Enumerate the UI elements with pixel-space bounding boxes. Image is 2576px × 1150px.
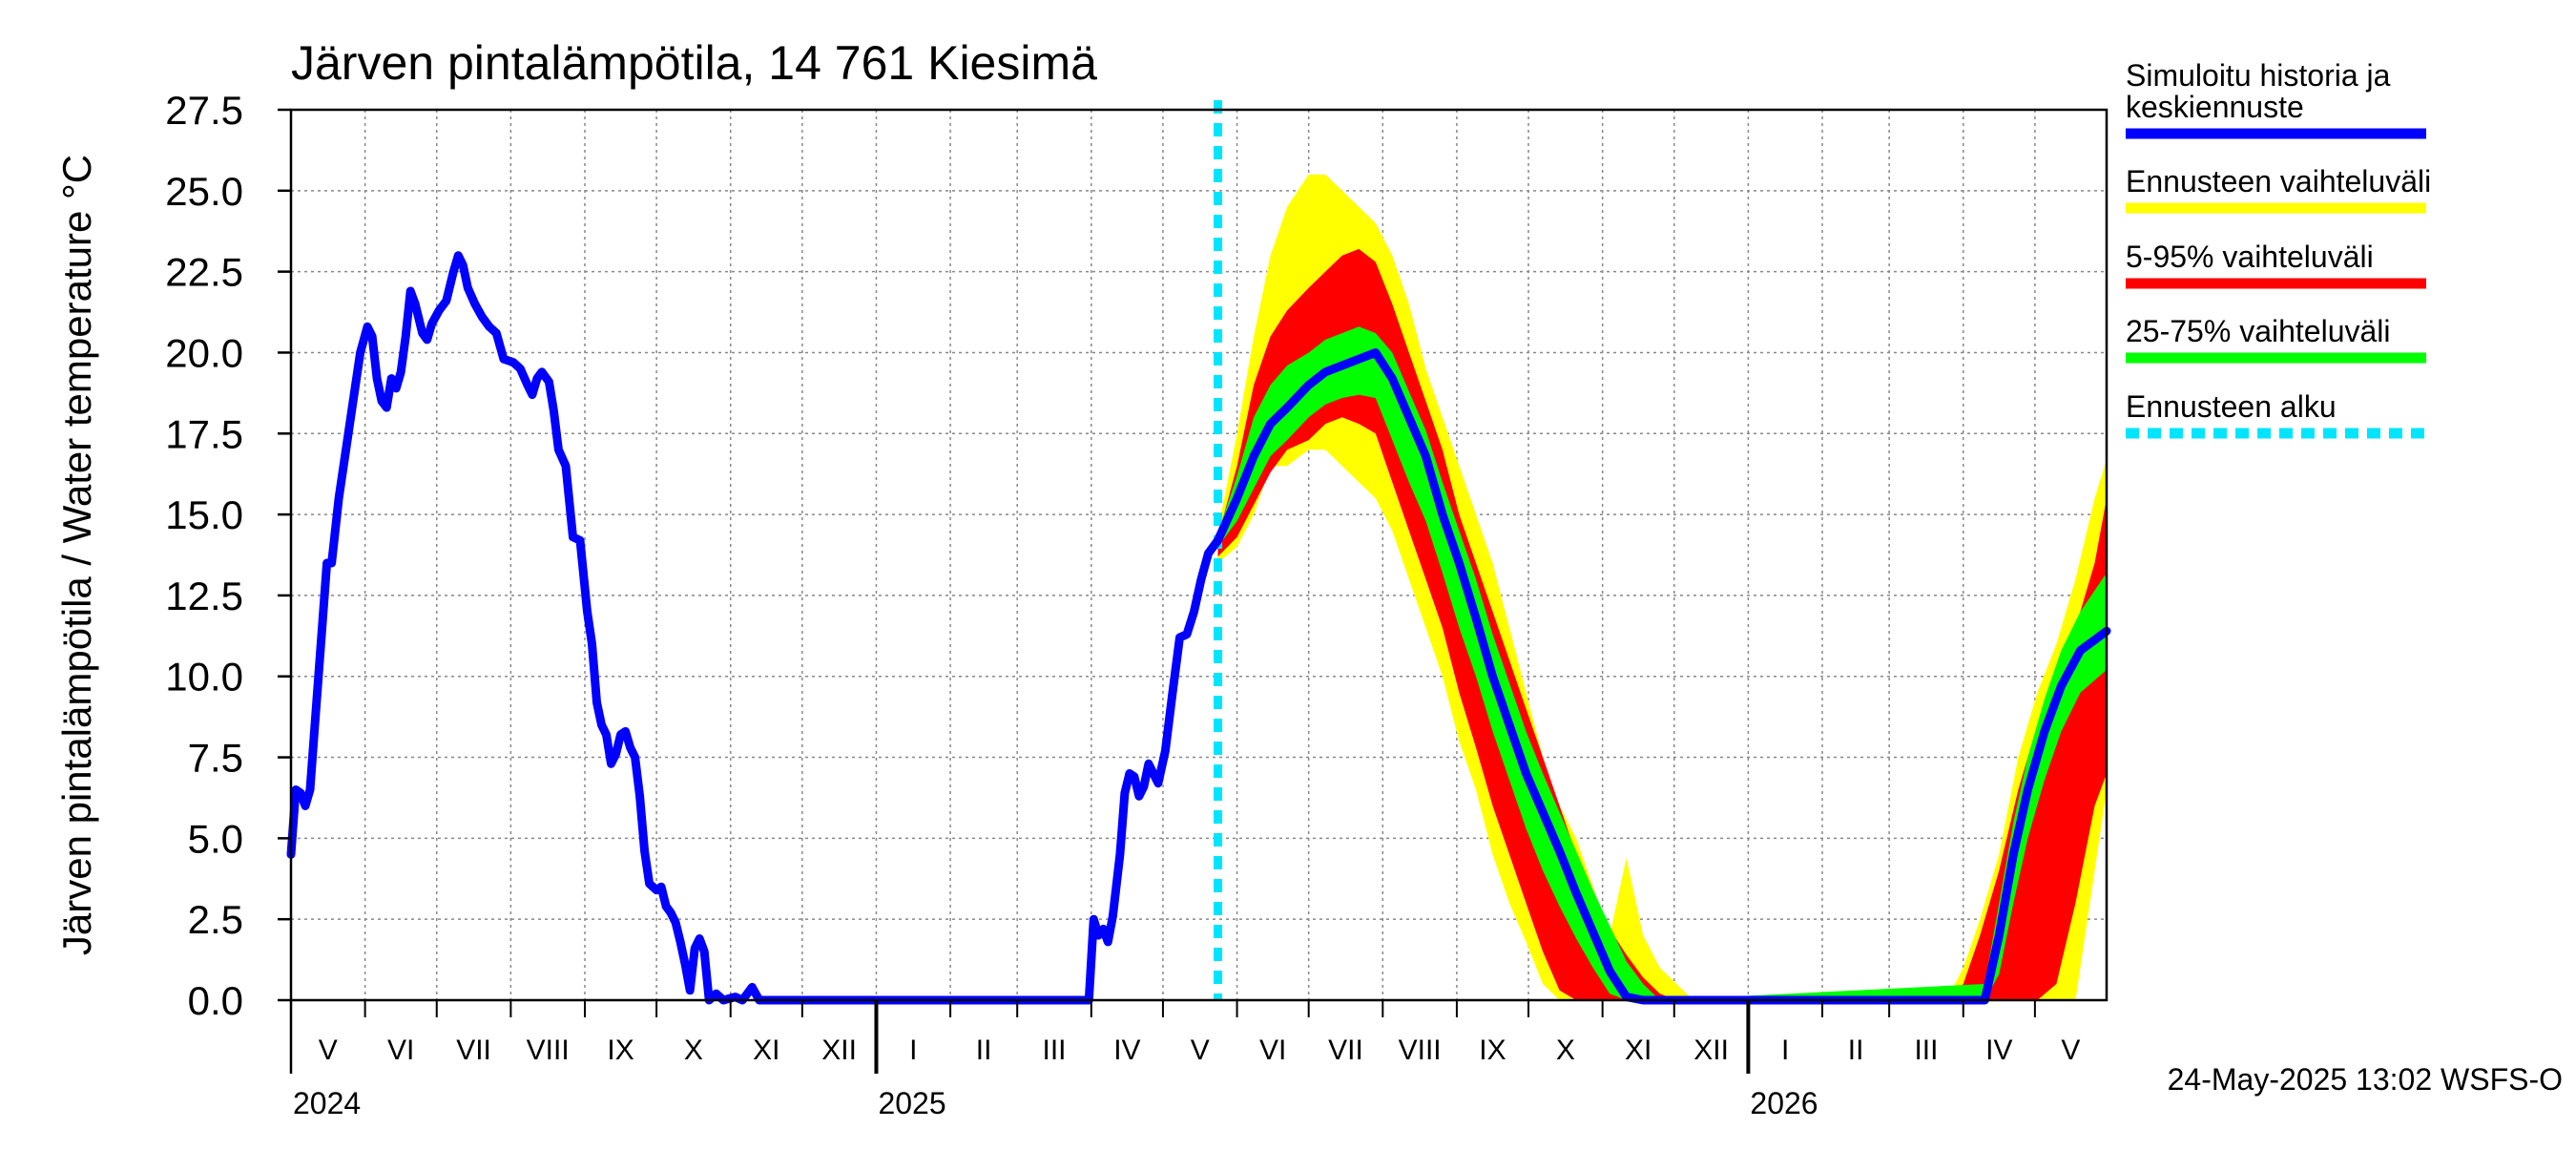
month-label: VIII [1399,1035,1442,1066]
month-label: II [1848,1035,1864,1066]
month-label: X [1556,1035,1575,1066]
year-label: 2024 [293,1086,361,1120]
month-label: III [1043,1035,1067,1066]
month-label: II [976,1035,992,1066]
y-tick-label: 12.5 [165,574,243,618]
legend-label: Ennusteen alku [2126,389,2337,424]
chart-title: Järven pintalämpötila, 14 761 Kiesimä [291,36,1097,90]
month-label: VII [456,1035,491,1066]
y-tick-label: 10.0 [165,655,243,700]
month-label: VII [1328,1035,1363,1066]
timestamp-footer: 24-May-2025 13:02 WSFS-O [2168,1062,2563,1097]
y-axis-label: Järven pintalämpötila / Water temperatur… [54,155,99,955]
month-label: XI [753,1035,779,1066]
band-5-95-vaihteluv-li [1217,248,2107,1000]
y-tick-label: 20.0 [165,330,243,375]
axes: 0.0 2.5 5.0 7.5 10.0 12.5 15.0 17.5 20.0 22.5 25.0… [165,88,2109,1120]
month-label: IV [1113,1035,1140,1066]
month-label: IX [1479,1035,1506,1066]
temperature-lines [286,100,2111,1005]
y-tick-label: 2.5 [188,897,243,942]
y-tick-label: 22.5 [165,250,243,295]
year-label: 2025 [878,1086,945,1120]
month-label: V [1191,1035,1210,1066]
month-label: XII [821,1035,857,1066]
month-label: XI [1625,1035,1652,1066]
forecast-median-line [1214,348,2111,1005]
month-label: III [1914,1035,1938,1066]
month-label: IV [1985,1035,2012,1066]
month-label: V [2061,1035,2080,1066]
y-tick-label: 17.5 [165,411,243,456]
month-label: I [909,1035,917,1066]
month-label: VI [387,1035,414,1066]
month-label: XII [1693,1035,1729,1066]
legend-label: 25-75% vaihteluväli [2126,314,2391,348]
legend-label: Simuloitu historia ja [2126,58,2391,93]
month-label: IX [607,1035,634,1066]
month-label: V [319,1035,338,1066]
y-tick-label: 0.0 [188,978,243,1023]
month-label: VI [1259,1035,1286,1066]
legend-label: 5-95% vaihteluväli [2126,240,2374,274]
month-label: X [684,1035,703,1066]
month-label: VIII [527,1035,570,1066]
y-tick-label: 15.0 [165,492,243,537]
y-tick-label: 27.5 [165,88,243,133]
y-tick-label: 25.0 [165,169,243,214]
y-tick-label: 7.5 [188,736,243,781]
history-series-line [286,251,1222,1005]
legend-label: keskiennuste [2126,90,2304,124]
month-label: I [1781,1035,1789,1066]
y-tick-label: 5.0 [188,816,243,861]
plot-frame [289,108,2109,1002]
year-label: 2026 [1750,1086,1818,1120]
legend-label: Ennusteen vaihteluväli [2126,164,2431,199]
